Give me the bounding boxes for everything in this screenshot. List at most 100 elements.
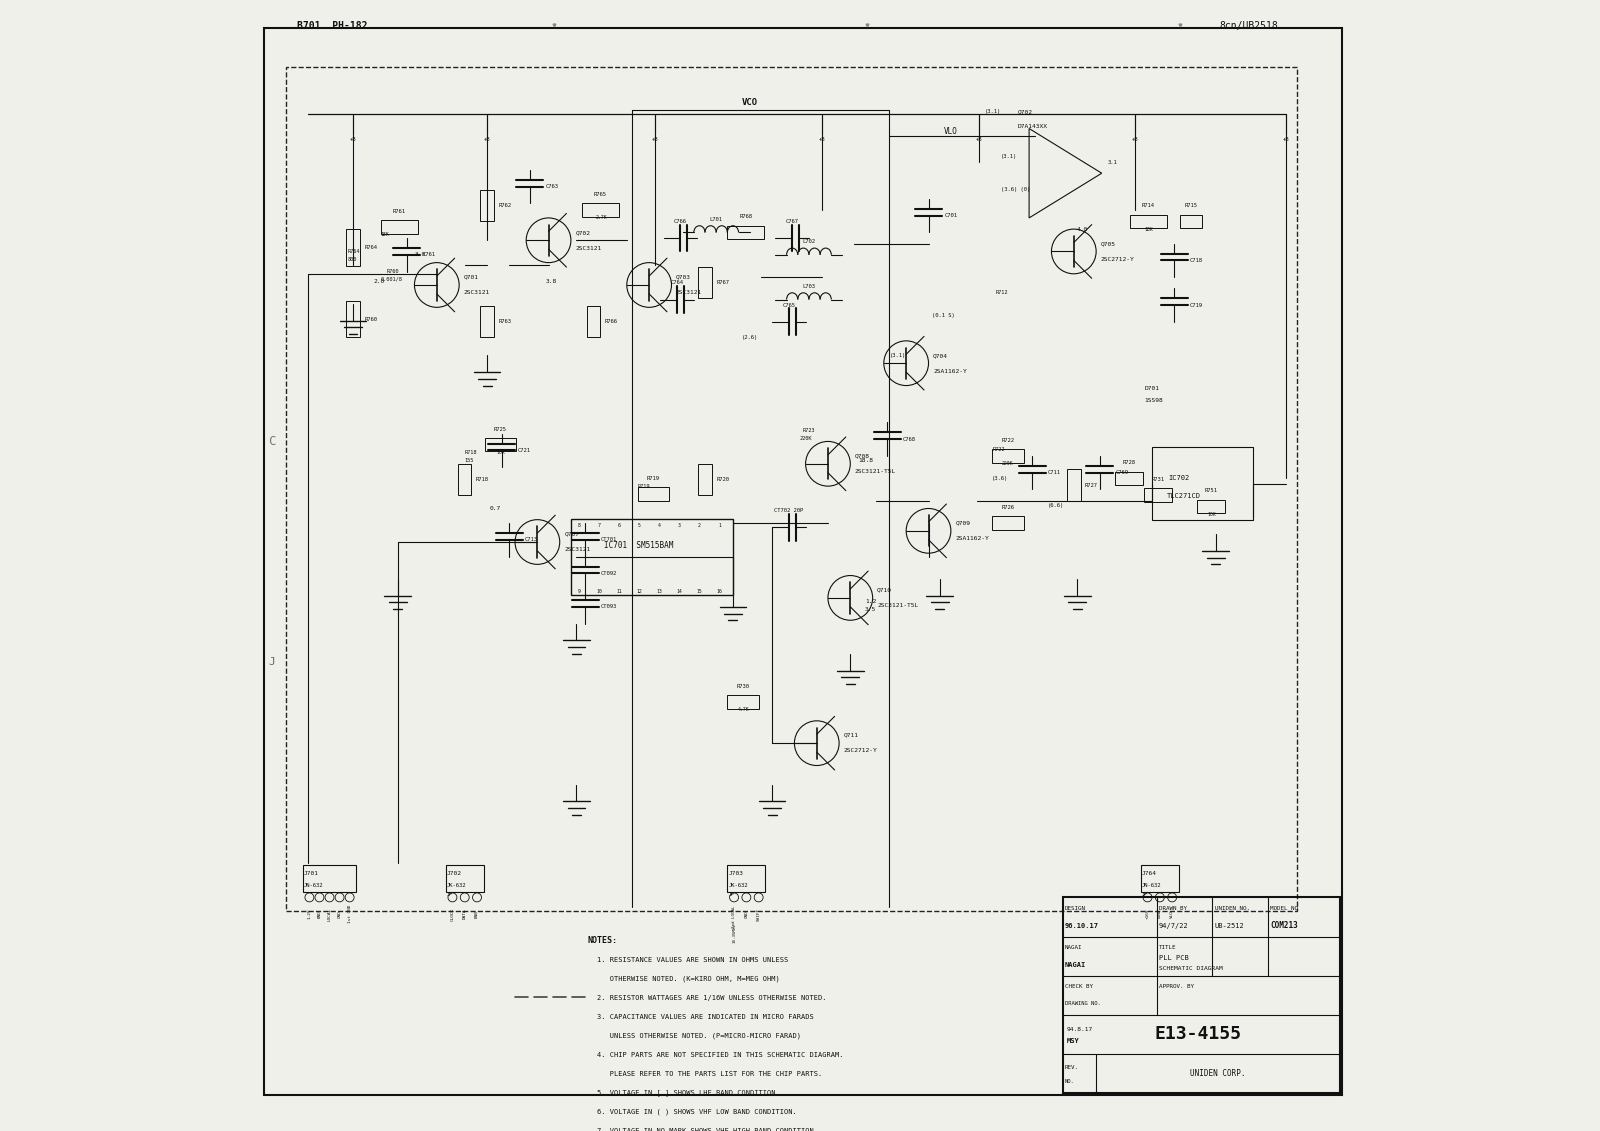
Text: 6: 6 — [618, 523, 621, 528]
Text: JK-632: JK-632 — [446, 882, 466, 888]
Text: (0.1 S): (0.1 S) — [931, 312, 955, 318]
Text: UB-2512: UB-2512 — [1214, 923, 1245, 929]
Text: 10K: 10K — [496, 450, 506, 455]
Text: L702: L702 — [803, 239, 816, 244]
Text: R751: R751 — [1205, 489, 1218, 493]
Text: J702: J702 — [446, 871, 462, 877]
Text: Q702: Q702 — [576, 230, 590, 235]
Text: R731: R731 — [1152, 477, 1165, 482]
Text: 8cn/UB2518: 8cn/UB2518 — [1219, 20, 1278, 31]
Text: 2.0: 2.0 — [373, 279, 384, 284]
Text: C701: C701 — [944, 213, 957, 218]
Text: C713: C713 — [525, 537, 538, 542]
Text: C769: C769 — [1115, 470, 1128, 475]
Text: R728: R728 — [1123, 460, 1136, 465]
Text: IC702: IC702 — [1168, 475, 1190, 482]
Text: C: C — [269, 435, 275, 448]
Text: Q709: Q709 — [955, 520, 970, 526]
Text: 8: 8 — [578, 523, 581, 528]
Text: 2SC3121: 2SC3121 — [565, 547, 590, 552]
Text: 1SS98: 1SS98 — [1144, 398, 1163, 403]
Text: J701: J701 — [304, 871, 318, 877]
Text: COM213: COM213 — [1270, 921, 1298, 930]
Text: 3.0: 3.0 — [414, 252, 426, 257]
Bar — [638, 487, 669, 501]
Text: R768: R768 — [739, 214, 752, 219]
Text: MSY: MSY — [1067, 1038, 1080, 1044]
Text: CT701: CT701 — [602, 537, 618, 542]
Text: 1.2V: 1.2V — [307, 909, 312, 920]
Text: 2SC3121-T5L: 2SC3121-T5L — [854, 469, 896, 474]
Bar — [1062, 897, 1339, 1093]
Text: CLOCK: CLOCK — [451, 907, 454, 921]
Text: C721: C721 — [517, 448, 530, 452]
Text: LOCAL: LOCAL — [328, 907, 331, 921]
Text: 14: 14 — [677, 588, 682, 594]
Text: GND: GND — [744, 910, 749, 918]
Text: 3P: 3P — [1142, 891, 1147, 897]
Text: CT092: CT092 — [602, 571, 618, 576]
Text: VCO: VCO — [742, 98, 758, 107]
Text: Q705: Q705 — [1101, 241, 1115, 247]
Text: JN-632: JN-632 — [1142, 882, 1162, 888]
Bar — [485, 438, 517, 451]
Text: 94.8.17: 94.8.17 — [1067, 1027, 1093, 1033]
Text: OTHERWISE NOTED. (K=KIRO OHM, M=MEG OHM): OTHERWISE NOTED. (K=KIRO OHM, M=MEG OHM) — [597, 976, 779, 982]
Text: 3.5: 3.5 — [866, 606, 877, 612]
Text: 11: 11 — [616, 588, 622, 594]
Bar — [446, 865, 483, 892]
Text: J: J — [269, 657, 275, 666]
Text: PLL PCB: PLL PCB — [1158, 955, 1189, 961]
Text: R762: R762 — [498, 204, 512, 208]
Text: 4. CHIP PARTS ARE NOT SPECIFIED IN THIS SCHEMATIC DIAGRAM.: 4. CHIP PARTS ARE NOT SPECIFIED IN THIS … — [597, 1052, 843, 1057]
Text: (6.6): (6.6) — [1048, 502, 1064, 508]
Text: J764: J764 — [1142, 871, 1157, 877]
Text: C763: C763 — [546, 184, 558, 189]
Text: Q707: Q707 — [565, 532, 579, 537]
Text: (2.6): (2.6) — [742, 335, 758, 340]
Text: 12: 12 — [637, 588, 642, 594]
Text: 2SC3121: 2SC3121 — [464, 291, 490, 295]
Text: Q702: Q702 — [1018, 110, 1034, 114]
Text: UNLESS OTHERWISE NOTED. (P=MICRO-MICRO FARAD): UNLESS OTHERWISE NOTED. (P=MICRO-MICRO F… — [597, 1033, 800, 1039]
Bar — [1130, 215, 1166, 228]
Text: R726: R726 — [1002, 504, 1014, 510]
Text: (3.1): (3.1) — [1002, 154, 1018, 159]
Text: +B: +B — [1283, 137, 1290, 143]
Text: +16V: +16V — [1146, 909, 1149, 920]
Text: 2SC2712-Y: 2SC2712-Y — [843, 749, 877, 753]
Text: 0.7: 0.7 — [490, 506, 501, 511]
Text: R727: R727 — [1085, 483, 1098, 487]
Text: L703: L703 — [803, 284, 816, 288]
Text: JK-632: JK-632 — [728, 882, 747, 888]
Text: C767: C767 — [786, 218, 798, 224]
Text: R764: R764 — [365, 245, 378, 250]
Text: 4.0: 4.0 — [1077, 226, 1088, 232]
Bar — [1115, 472, 1142, 485]
Text: DATA: DATA — [462, 909, 467, 920]
Bar — [571, 518, 733, 595]
Bar — [728, 865, 765, 892]
Text: R712: R712 — [995, 291, 1008, 295]
Text: NOTES:: NOTES: — [587, 936, 618, 946]
Text: (3.1): (3.1) — [984, 110, 1000, 114]
Text: R765: R765 — [594, 192, 606, 197]
Text: D7A143XX: D7A143XX — [1018, 123, 1048, 129]
Text: B701  PH-182: B701 PH-182 — [298, 20, 368, 31]
Text: 9: 9 — [578, 588, 581, 594]
Bar — [458, 464, 472, 495]
Text: 220K: 220K — [800, 435, 813, 441]
Bar — [582, 204, 619, 217]
Bar — [1197, 500, 1224, 513]
Text: 15: 15 — [696, 588, 702, 594]
Text: TUNE: TUNE — [1158, 909, 1162, 920]
Text: 2SC3121-T5L: 2SC3121-T5L — [877, 603, 918, 608]
Text: R719: R719 — [646, 476, 661, 481]
Text: NAGAI: NAGAI — [1066, 961, 1086, 968]
Text: 5: 5 — [638, 523, 640, 528]
Bar — [480, 190, 494, 222]
Text: (3.1): (3.1) — [890, 353, 906, 357]
Text: 2nd LOCAL: 2nd LOCAL — [733, 905, 736, 927]
Text: R723: R723 — [802, 428, 814, 433]
Text: C765: C765 — [782, 303, 795, 308]
